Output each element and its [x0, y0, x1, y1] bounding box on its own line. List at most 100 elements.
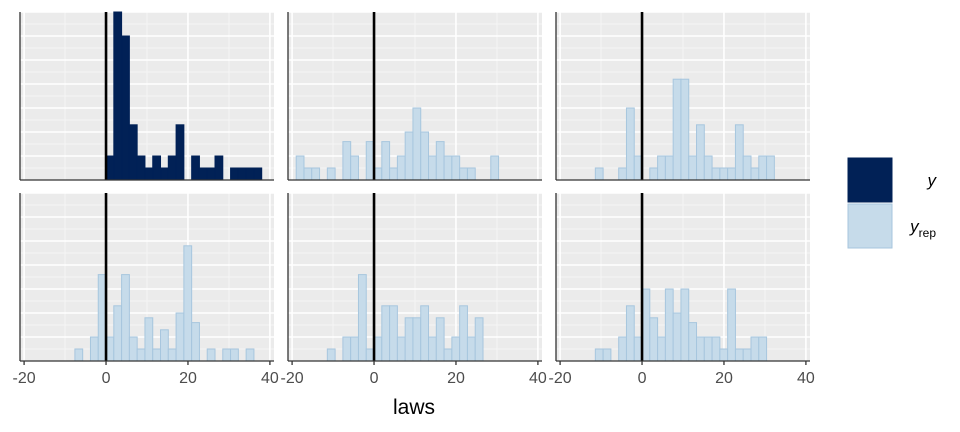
histogram-bar [121, 274, 130, 362]
histogram-bar [451, 336, 461, 362]
legend-key-yrep [847, 203, 893, 249]
histogram-bar [160, 167, 169, 181]
histogram-bar [412, 317, 422, 362]
x-tick-label: 20 [715, 370, 733, 387]
histogram-bar [113, 11, 123, 181]
histogram-bar [594, 348, 604, 362]
histogram-bar [649, 317, 659, 362]
histogram-bar [490, 155, 500, 181]
histogram-bar [152, 348, 162, 362]
x-tick-label: 40 [529, 370, 547, 387]
legend-key-y [847, 157, 893, 203]
histogram-bar [253, 167, 263, 181]
histogram-bar [742, 155, 752, 181]
histogram-bar [230, 167, 239, 181]
histogram-bar [594, 167, 604, 181]
x-axis-title: laws [393, 396, 435, 419]
histogram-bar [152, 155, 162, 181]
histogram-bar [680, 288, 690, 362]
histogram-bar [443, 348, 453, 362]
histogram-bar [734, 348, 744, 362]
histogram-bar [121, 35, 130, 181]
histogram-bar [230, 348, 239, 362]
histogram-bar [311, 167, 321, 181]
histogram-bar [664, 288, 674, 362]
histogram-bar [326, 348, 336, 362]
x-tick-label: -20 [281, 370, 304, 387]
histogram-bar [396, 336, 406, 362]
histogram-bar [342, 141, 352, 181]
histogram-bar [758, 155, 768, 181]
histogram-bar [618, 336, 627, 362]
histogram-bar [237, 167, 247, 181]
histogram-bar [451, 155, 461, 181]
histogram-bar [160, 329, 169, 362]
histogram-bar [136, 348, 146, 362]
x-tick-label: 0 [370, 370, 379, 387]
histogram-bar [206, 348, 216, 362]
histogram-bar [214, 155, 224, 181]
histogram-bar [144, 317, 154, 362]
histogram-bar [167, 348, 177, 362]
histogram-bar [175, 312, 185, 362]
histogram-bar [435, 317, 445, 362]
histogram-bar [719, 348, 729, 362]
histogram-bar [703, 155, 713, 181]
histogram-bar [680, 78, 690, 181]
x-tick-label: -20 [549, 370, 572, 387]
histogram-bar [703, 336, 713, 362]
histogram-bar [404, 131, 414, 181]
histogram-bar [350, 155, 359, 181]
histogram-bar [649, 167, 659, 181]
histogram-bar [389, 305, 398, 362]
histogram-bar [389, 167, 398, 181]
histogram-bar [128, 124, 138, 181]
histogram-bar [326, 167, 336, 181]
histogram-bar [466, 167, 476, 181]
legend: y yrep [847, 157, 938, 249]
histogram-bar [198, 167, 208, 181]
histogram-bar [719, 167, 729, 181]
x-tick-label: 0 [102, 370, 111, 387]
histogram-bar [459, 167, 468, 181]
histogram-bar [113, 305, 123, 362]
facet-panel-5: -20 0 20 40 [281, 192, 547, 387]
histogram-bar [428, 336, 437, 362]
facet-panel-2 [287, 11, 542, 181]
facet-panel-4: -20 0 20 40 [13, 192, 279, 387]
histogram-bar [750, 336, 760, 362]
histogram-bar [657, 155, 666, 181]
histogram-bar [435, 141, 445, 181]
histogram-bar [89, 336, 99, 362]
x-tick-label: 0 [638, 370, 647, 387]
histogram-bar [191, 322, 200, 362]
histogram-bar [742, 348, 752, 362]
histogram-bar [206, 167, 216, 181]
histogram-bar [727, 167, 736, 181]
histogram-bar [350, 336, 359, 362]
facet-panel-3 [555, 11, 810, 181]
histogram-bar [74, 348, 84, 362]
x-tick-label: 40 [261, 370, 279, 387]
histogram-bar [191, 155, 200, 181]
x-tick-label: 20 [447, 370, 465, 387]
histogram-bar [175, 124, 185, 181]
histogram-bar [688, 155, 698, 181]
histogram-bar [696, 124, 705, 181]
x-tick-label: 40 [797, 370, 815, 387]
histogram-bar [443, 155, 453, 181]
histogram-bar [459, 305, 468, 362]
histogram-bar [167, 155, 177, 181]
histogram-bar [618, 167, 627, 181]
facet-panels: -20 0 20 40 -20 0 20 40 -20 0 20 40 [13, 11, 815, 387]
facet-panel-6: -20 0 20 40 [549, 192, 815, 387]
histogram-bar [396, 155, 406, 181]
histogram-bar [688, 322, 698, 362]
histogram-bar [381, 141, 391, 181]
histogram-bar [136, 155, 146, 181]
histogram-bar [474, 317, 484, 362]
histogram-bar [420, 305, 430, 362]
histogram-bar [672, 312, 682, 362]
histogram-bar [144, 167, 154, 181]
